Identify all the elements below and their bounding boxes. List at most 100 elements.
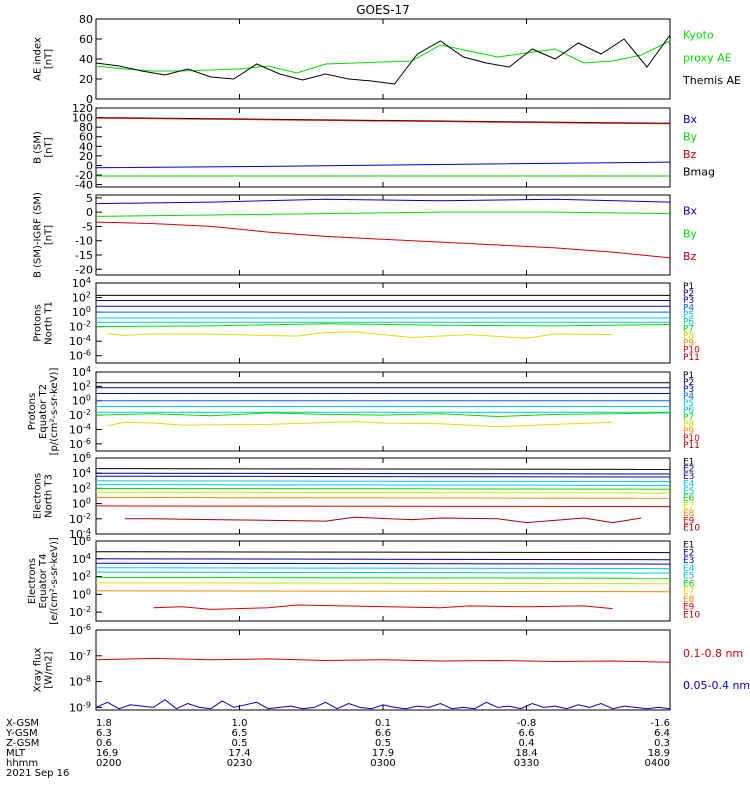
- elec_t4-legend-item: E2: [683, 548, 694, 558]
- elec_t4-series-e9: [153, 604, 613, 610]
- xray-y-axis-label: [W/m2]: [44, 651, 55, 688]
- elec_t3-series-e7: [95, 491, 671, 494]
- date-label: 2021 Sep 16: [6, 768, 69, 779]
- elec_t4-frame: [95, 540, 671, 622]
- bsm-y-tick-label: 120: [72, 102, 93, 115]
- prot_t1-series-p8: [107, 331, 613, 339]
- elec_t4-y-axis-label: Equator T4: [38, 554, 49, 609]
- ae-y-axis-label: AE index: [33, 37, 44, 81]
- elec_t3-legend-item: E7: [683, 502, 694, 512]
- elec_t4-series-e7: [95, 582, 671, 585]
- prot_t2-legend-item: P1: [683, 371, 694, 381]
- xray-y-tick-label: 10-8: [69, 675, 91, 689]
- footer-value: 0.3: [654, 738, 670, 749]
- footer-value: 18.4: [515, 748, 537, 759]
- footer-value: 6.3: [96, 728, 112, 739]
- elec_t4-legend-item: E10: [683, 611, 700, 621]
- bigrf-y-tick-label: 0: [86, 206, 93, 219]
- elec_t3-legend-item: E5: [683, 487, 694, 497]
- footer-value: 0300: [370, 758, 395, 769]
- footer-value: 17.4: [228, 748, 250, 759]
- footer-value: 0.1: [375, 718, 391, 729]
- elec_t3-series-e6: [95, 487, 671, 490]
- prot_t1-legend-item: P5: [683, 310, 694, 320]
- bsm-frame: [95, 107, 671, 188]
- prot_t1-legend-item: P1: [683, 282, 694, 292]
- bsm-legend-item: Bx: [683, 113, 698, 126]
- bigrf-y-axis-label: B (SM)-IGRF (SM): [33, 192, 44, 278]
- bigrf-legend-item: Bz: [683, 250, 697, 263]
- prot_t1-legend-item: P2: [683, 289, 694, 299]
- footer-value: 1.8: [96, 718, 112, 729]
- elec_t4-y-tick-label: 106: [72, 534, 91, 548]
- footer-value: 0.4: [519, 738, 535, 749]
- elec_t4-y-tick-label: 10-2: [69, 605, 91, 619]
- footer-value: -1.6: [650, 718, 670, 729]
- bsm-series-bz: [95, 117, 671, 125]
- footer-value: 18.9: [648, 748, 670, 759]
- elec_t3-legend-item: E4: [683, 479, 695, 489]
- footer-row-label: Y-GSM: [5, 728, 38, 739]
- xray-legend-item: 0.05-0.4 nm: [683, 679, 750, 692]
- prot_t2-y-tick-label: 100: [72, 394, 91, 408]
- elec_t3-legend-item: E10: [683, 524, 700, 534]
- prot_t1-legend-item: P9: [683, 339, 694, 349]
- xray-y-tick-label: 10-9: [69, 700, 91, 714]
- bsm-y-tick-label: 0: [86, 159, 93, 172]
- prot_t2-legend-item: P7: [683, 413, 694, 423]
- bsm-legend-item: Bz: [683, 148, 697, 161]
- prot_t1-y-axis-label: Protons: [33, 304, 44, 341]
- elec_t3-legend-item: E2: [683, 465, 694, 475]
- prot_t1-legend-item: P6: [683, 317, 694, 327]
- plot-title: GOES-17: [356, 3, 410, 17]
- bigrf-legend-item: By: [683, 227, 698, 240]
- footer-value: 0230: [227, 758, 252, 769]
- bigrf-y-tick-label: -20: [75, 263, 93, 276]
- prot_t2-legend-item: P3: [683, 385, 694, 395]
- elec_t4-legend-item: E9: [683, 603, 695, 613]
- bsm-y-tick-label: 100: [72, 112, 93, 125]
- ae-y-tick-label: 80: [79, 13, 93, 26]
- prot_t1-legend-item: P10: [683, 346, 700, 356]
- elec_t4-y-axis-label: [e/(cm²-s-sr-keV)]: [49, 537, 60, 625]
- prot_t2-y-axis-label: Protons: [27, 393, 38, 430]
- elec_t4-series-e1: [95, 551, 671, 554]
- footer-row-label: MLT: [6, 748, 26, 759]
- elec_t4-y-tick-label: 102: [72, 570, 91, 584]
- elec_t3-y-tick-label: 104: [72, 466, 91, 480]
- ae-frame: [95, 18, 671, 100]
- elec_t4-series-e3: [95, 562, 671, 565]
- elec_t4-legend-item: E6: [683, 579, 695, 589]
- ae-legend-item: proxy AE: [683, 51, 732, 64]
- bsm-legend-item: Bmag: [683, 166, 715, 179]
- bsm-y-axis-label: B (SM): [33, 131, 44, 164]
- footer-value: 16.9: [96, 748, 118, 759]
- ae-y-tick-label: 40: [79, 53, 93, 66]
- elec_t3-y-tick-label: 106: [72, 451, 91, 465]
- elec_t4-series-e4: [95, 567, 671, 570]
- prot_t2-frame: [95, 371, 671, 452]
- bigrf-y-axis-label: [nT]: [44, 225, 55, 245]
- bigrf-y-tick-label: 5: [86, 192, 93, 205]
- bsm-y-axis-label: [nT]: [44, 137, 55, 157]
- elec_t4-legend-item: E1: [683, 541, 694, 551]
- elec_t4-series-e6: [95, 576, 671, 579]
- footer-value: 6.5: [232, 728, 248, 739]
- prot_t1-y-tick-label: 100: [72, 305, 91, 319]
- elec_t3-y-tick-label: 10-2: [69, 512, 91, 526]
- footer-value: 6.6: [375, 728, 391, 739]
- elec_t4-legend-item: E4: [683, 564, 695, 574]
- elec_t4-legend-item: E5: [683, 572, 694, 582]
- ae-series-themis-ae: [95, 34, 671, 85]
- ae-y-tick-label: 20: [79, 73, 93, 86]
- elec_t3-series-e4: [95, 480, 671, 483]
- elec_t3-series-e9: [95, 505, 671, 508]
- elec_t3-legend-item: E6: [683, 494, 695, 504]
- footer-value: 6.4: [654, 728, 670, 739]
- prot_t2-y-tick-label: 10-4: [69, 422, 91, 436]
- footer-row-label: hhmm: [6, 758, 38, 769]
- footer-row-label: X-GSM: [6, 718, 39, 729]
- bsm-series-bx: [95, 161, 671, 169]
- elec_t3-series-e3: [95, 475, 671, 478]
